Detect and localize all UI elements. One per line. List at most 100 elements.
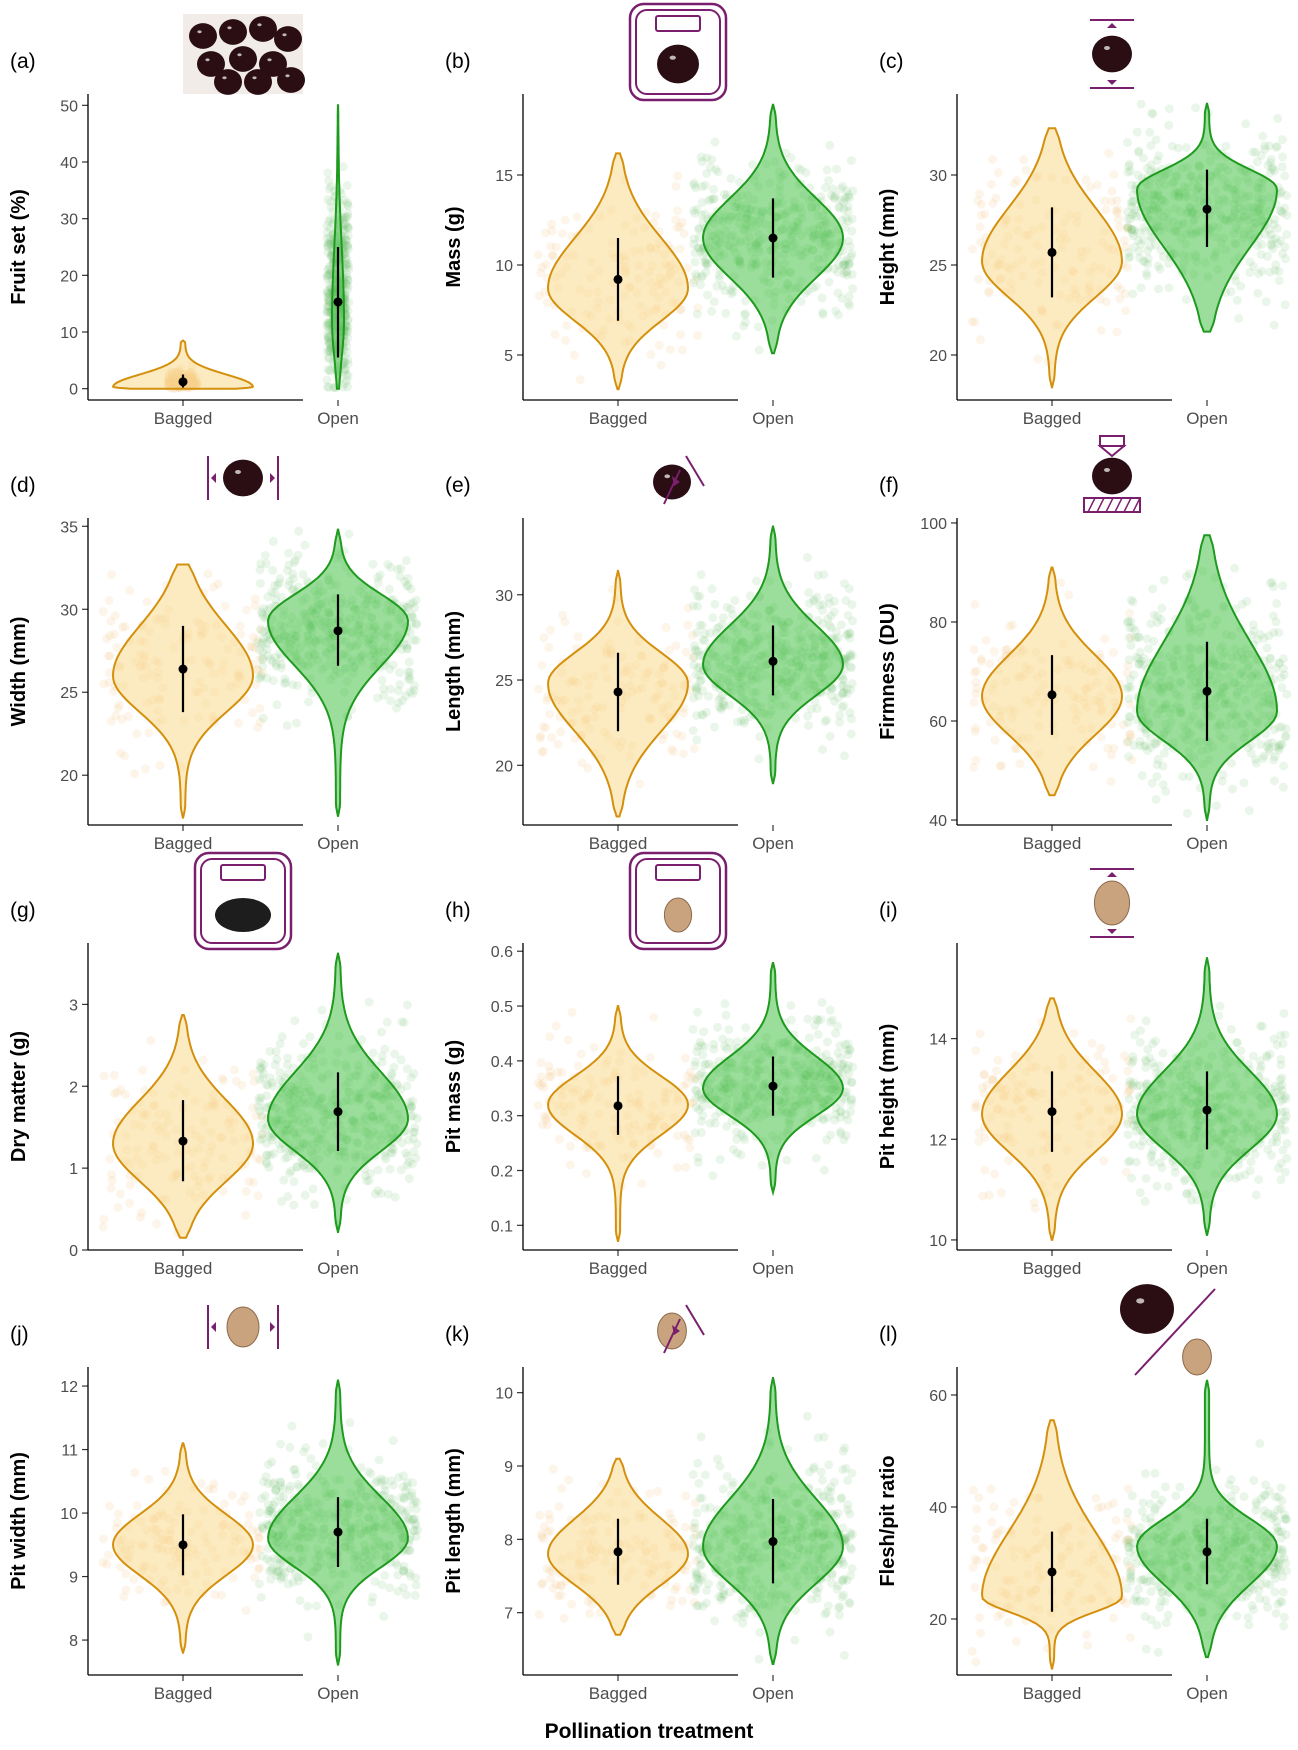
arrow-right-icon — [270, 473, 275, 483]
x-tick-label: Open — [1186, 1259, 1228, 1278]
data-point — [1277, 207, 1286, 216]
data-point — [1112, 196, 1121, 205]
data-point — [1127, 225, 1136, 234]
data-point — [678, 346, 687, 355]
y-tick-label: 0.3 — [491, 1109, 513, 1126]
data-point — [1164, 121, 1173, 130]
x-tick-label: Bagged — [1023, 1259, 1082, 1278]
data-point — [293, 1163, 302, 1172]
data-point — [832, 165, 841, 174]
y-tick-label: 15 — [495, 168, 513, 185]
data-point — [970, 668, 979, 677]
data-point — [673, 1163, 682, 1172]
data-point — [1272, 143, 1281, 152]
data-point — [1266, 168, 1275, 177]
data-point — [289, 1177, 298, 1186]
plate-hatch — [1097, 498, 1104, 512]
data-point — [997, 1188, 1006, 1197]
data-point — [138, 1066, 147, 1075]
data-point — [713, 1023, 722, 1032]
data-point — [752, 577, 761, 586]
data-point — [568, 1008, 577, 1017]
data-point — [323, 308, 332, 317]
data-point — [1100, 635, 1109, 644]
data-point — [570, 351, 579, 360]
data-point — [1160, 749, 1169, 758]
y-tick-label: 30 — [60, 212, 78, 229]
mean-point — [179, 665, 188, 674]
plate-hatch — [1088, 498, 1095, 512]
data-point — [397, 1138, 406, 1147]
data-point — [974, 275, 983, 284]
cherry-shape — [653, 465, 691, 500]
data-point — [993, 1056, 1002, 1065]
y-tick-label: 10 — [495, 258, 513, 275]
data-point — [690, 744, 699, 753]
data-point — [283, 1060, 292, 1069]
data-point — [1126, 167, 1135, 176]
data-point — [152, 1219, 161, 1228]
data-point — [534, 1101, 543, 1110]
data-point — [261, 551, 270, 560]
data-point — [692, 628, 701, 637]
cherry-highlight — [222, 76, 226, 79]
data-point — [125, 586, 134, 595]
data-point — [690, 179, 699, 188]
data-point — [842, 630, 851, 639]
x-tick-label: Bagged — [1023, 409, 1082, 428]
data-point — [277, 1197, 286, 1206]
data-point — [199, 1056, 208, 1065]
data-point — [703, 291, 712, 300]
arrow-up-icon — [1107, 23, 1117, 28]
data-point — [980, 1166, 989, 1175]
cherry-shape — [657, 45, 699, 84]
data-point — [275, 1075, 284, 1084]
data-point — [698, 198, 707, 207]
data-point — [787, 1016, 796, 1025]
data-point — [733, 1037, 742, 1046]
plate-hatch — [1115, 498, 1122, 512]
data-point — [294, 527, 303, 536]
data-point — [589, 1043, 598, 1052]
panel-a: (a)Fruit set (%)01020304050Bagged Open — [8, 14, 359, 428]
data-point — [804, 721, 813, 730]
data-point — [1263, 252, 1272, 261]
data-point — [1148, 109, 1157, 118]
cherry-highlight — [237, 53, 241, 56]
data-point — [655, 341, 664, 350]
data-point — [1275, 741, 1284, 750]
data-point — [984, 287, 993, 296]
data-point — [1101, 205, 1110, 214]
data-point — [812, 1154, 821, 1163]
data-point — [1123, 618, 1132, 627]
data-point — [1144, 644, 1153, 653]
data-point — [818, 308, 827, 317]
y-tick-label: 10 — [929, 1233, 947, 1250]
data-point — [840, 205, 849, 214]
panel-c: (c)Height (mm)202530Bagged Open — [877, 20, 1291, 428]
data-point — [1270, 321, 1279, 330]
data-point — [970, 1103, 979, 1112]
data-point — [552, 1022, 561, 1031]
y-tick-label: 50 — [60, 98, 78, 115]
data-point — [1100, 1057, 1109, 1066]
data-point — [1270, 776, 1279, 785]
data-point — [1239, 778, 1248, 787]
data-point — [971, 756, 980, 765]
data-point — [651, 211, 660, 220]
data-point — [786, 1001, 795, 1010]
plate-hatch — [1106, 498, 1113, 512]
mean-point — [1203, 687, 1212, 696]
data-point — [1271, 260, 1280, 269]
y-tick-label: 20 — [495, 758, 513, 775]
data-point — [1257, 267, 1266, 276]
data-point — [1233, 296, 1242, 305]
data-point — [1165, 104, 1174, 113]
data-point — [203, 569, 212, 578]
data-point — [535, 291, 544, 300]
data-point — [712, 282, 721, 291]
mean-point — [769, 1082, 778, 1091]
data-point — [368, 560, 377, 569]
data-point — [826, 1006, 835, 1015]
data-point — [537, 747, 546, 756]
